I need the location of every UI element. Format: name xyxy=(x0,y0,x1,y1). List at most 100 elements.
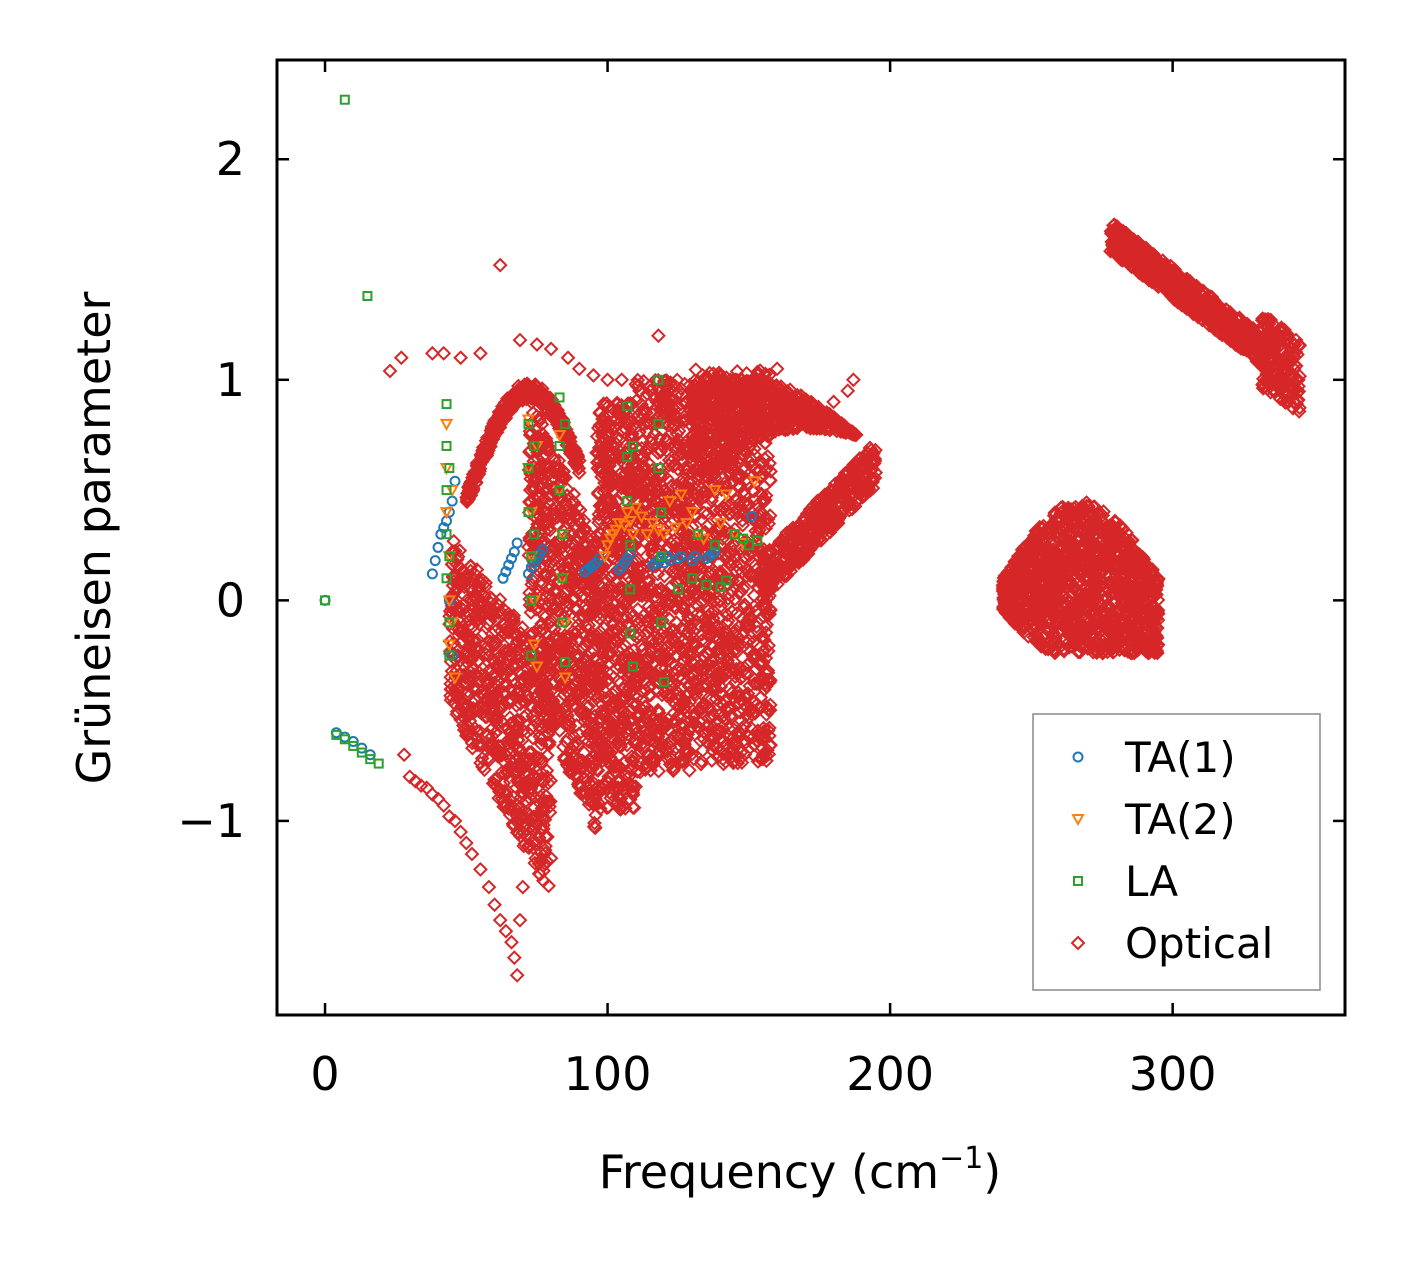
optical-point xyxy=(712,707,728,723)
optical-point xyxy=(608,622,624,638)
optical-point xyxy=(591,795,607,811)
optical-point xyxy=(612,466,628,482)
optical-point xyxy=(706,720,721,735)
optical-point xyxy=(557,716,573,732)
optical-point xyxy=(664,732,680,748)
optical-point xyxy=(515,723,531,738)
optical-point xyxy=(503,716,518,732)
optical-point xyxy=(648,592,664,608)
optical-point xyxy=(453,609,469,625)
optical-point xyxy=(614,728,630,743)
optical-point xyxy=(727,505,743,521)
optical-point xyxy=(661,611,677,627)
optical-point xyxy=(546,630,562,646)
optical-point xyxy=(758,520,774,536)
optical-point xyxy=(726,635,742,651)
optical-point xyxy=(756,491,771,507)
optical-point xyxy=(729,470,745,486)
optical-point xyxy=(566,662,582,678)
optical-point xyxy=(696,648,711,663)
optical-point xyxy=(701,558,717,574)
optical-point xyxy=(598,684,614,700)
optical-point xyxy=(487,725,503,741)
optical-point xyxy=(511,665,527,681)
optical-point xyxy=(486,638,502,654)
optical-point xyxy=(675,640,691,656)
optical-point xyxy=(596,776,612,792)
optical-point xyxy=(510,714,526,729)
optical-point xyxy=(695,670,711,686)
optical-point xyxy=(468,693,484,708)
optical-point xyxy=(751,700,767,715)
optical-point xyxy=(727,669,743,685)
optical-point xyxy=(515,785,531,801)
optical-point xyxy=(711,641,727,657)
optical-point xyxy=(637,486,653,502)
optical-point xyxy=(510,723,526,739)
optical-point xyxy=(671,594,687,610)
optical-point xyxy=(542,799,557,815)
optical-point xyxy=(671,423,687,439)
optical-point xyxy=(747,511,762,527)
optical-point xyxy=(760,742,775,758)
optical-point xyxy=(592,590,607,606)
optical-point xyxy=(736,483,752,499)
optical-point xyxy=(632,764,648,780)
optical-point xyxy=(578,618,594,634)
optical-point xyxy=(612,431,628,447)
optical-point xyxy=(612,399,628,415)
optical-point xyxy=(525,730,541,746)
optical-point xyxy=(651,528,667,544)
optical-point xyxy=(528,850,544,866)
optical-point xyxy=(650,566,666,582)
optical-point xyxy=(538,432,554,448)
optical-point xyxy=(557,680,572,696)
optical-point xyxy=(721,681,737,697)
optical-point xyxy=(531,856,547,872)
optical-point xyxy=(458,571,474,587)
optical-point xyxy=(718,737,734,753)
optical-point xyxy=(535,462,550,478)
optical-point xyxy=(541,666,557,682)
optical-point xyxy=(538,654,554,670)
optical-point xyxy=(563,535,579,551)
optical-point xyxy=(640,574,656,590)
optical-point xyxy=(759,617,775,633)
optical-point xyxy=(522,423,538,439)
optical-point xyxy=(538,458,554,473)
optical-point xyxy=(692,567,708,583)
optical-point xyxy=(487,634,503,650)
optical-point xyxy=(741,633,757,648)
optical-point xyxy=(676,471,691,487)
optical-point xyxy=(451,603,467,619)
optical-cluster-1 xyxy=(521,395,604,836)
optical-point xyxy=(647,372,663,388)
optical-point xyxy=(695,697,711,713)
optical-point xyxy=(543,612,559,628)
optical-point xyxy=(454,623,469,639)
optical-point xyxy=(566,736,582,752)
optical-point xyxy=(665,763,681,779)
optical-point xyxy=(521,840,537,856)
optical-point xyxy=(688,481,704,497)
optical-point xyxy=(446,695,462,711)
optical-point xyxy=(747,447,763,463)
optical-point xyxy=(644,431,660,447)
optical-point xyxy=(541,878,557,894)
optical-point xyxy=(631,377,647,393)
optical-point xyxy=(602,645,618,661)
optical-point xyxy=(597,603,613,618)
optical-point xyxy=(618,415,634,431)
optical-point xyxy=(568,649,584,665)
optical-point xyxy=(489,771,504,787)
optical-point xyxy=(746,737,762,753)
optical-point xyxy=(479,674,495,690)
optical-point xyxy=(716,708,732,724)
optical-point xyxy=(615,689,630,705)
optical-point xyxy=(660,541,676,557)
optical-point xyxy=(729,606,745,621)
optical-point xyxy=(717,629,733,645)
optical-point xyxy=(455,718,471,733)
optical-point xyxy=(615,641,631,657)
optical-point xyxy=(706,603,722,619)
